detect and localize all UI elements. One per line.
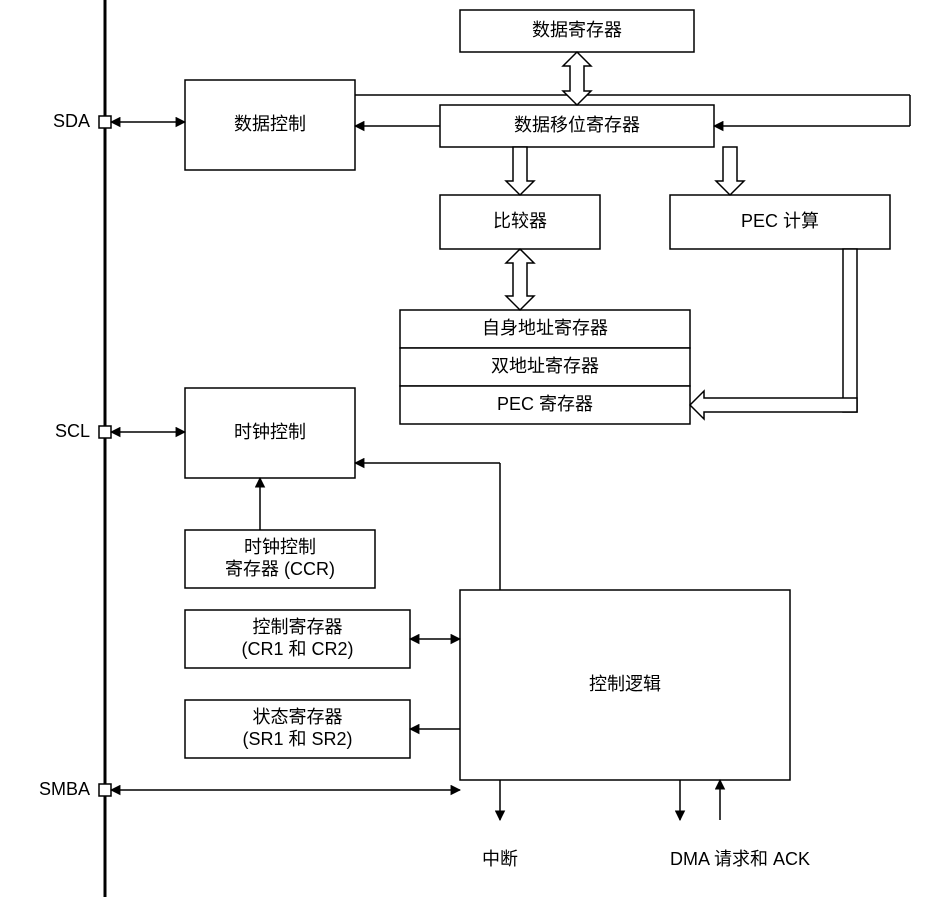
box-label-sr-2: (SR1 和 SR2) (242, 729, 352, 749)
box-label-comparator: 比较器 (493, 211, 547, 231)
box-label-ctrl_logic: 控制逻辑 (589, 674, 661, 694)
box-label-pec_calc: PEC 计算 (741, 211, 819, 231)
box-label-cr-2: (CR1 和 CR2) (241, 639, 353, 659)
openarrow-comp-addr (506, 249, 534, 310)
pin-sda (99, 116, 111, 128)
openarrow-shift-to-pec (716, 147, 744, 195)
box-label-shift_reg: 数据移位寄存器 (514, 115, 640, 135)
box-label-clk_ctrl: 时钟控制 (234, 422, 306, 442)
box-label-cr-1: 控制寄存器 (253, 617, 343, 637)
pin-label-smba: SMBA (39, 779, 90, 799)
box-label-own_addr: 自身地址寄存器 (482, 318, 608, 338)
box-label-pec_reg: PEC 寄存器 (497, 394, 593, 414)
openarrow-shift-to-comp (506, 147, 534, 195)
box-label-ccr-2: 寄存器 (CCR) (225, 559, 335, 579)
box-label-ccr-1: 时钟控制 (244, 537, 316, 557)
box-label-data_ctrl: 数据控制 (234, 114, 306, 134)
openarrow-datareg-shift (563, 52, 591, 105)
pin-smba (99, 784, 111, 796)
box-label-data_reg: 数据寄存器 (532, 20, 622, 40)
pin-scl (99, 426, 111, 438)
openarrow-pec-to-pecreg (690, 391, 857, 419)
label-interrupt: 中断 (482, 849, 518, 869)
pin-label-sda: SDA (53, 111, 90, 131)
box-label-dual_addr: 双地址寄存器 (491, 356, 599, 376)
box-label-sr-1: 状态寄存器 (253, 707, 343, 727)
pin-label-scl: SCL (55, 421, 90, 441)
label-dma: DMA 请求和 ACK (670, 849, 810, 869)
openarrow-pec-down (843, 249, 857, 412)
